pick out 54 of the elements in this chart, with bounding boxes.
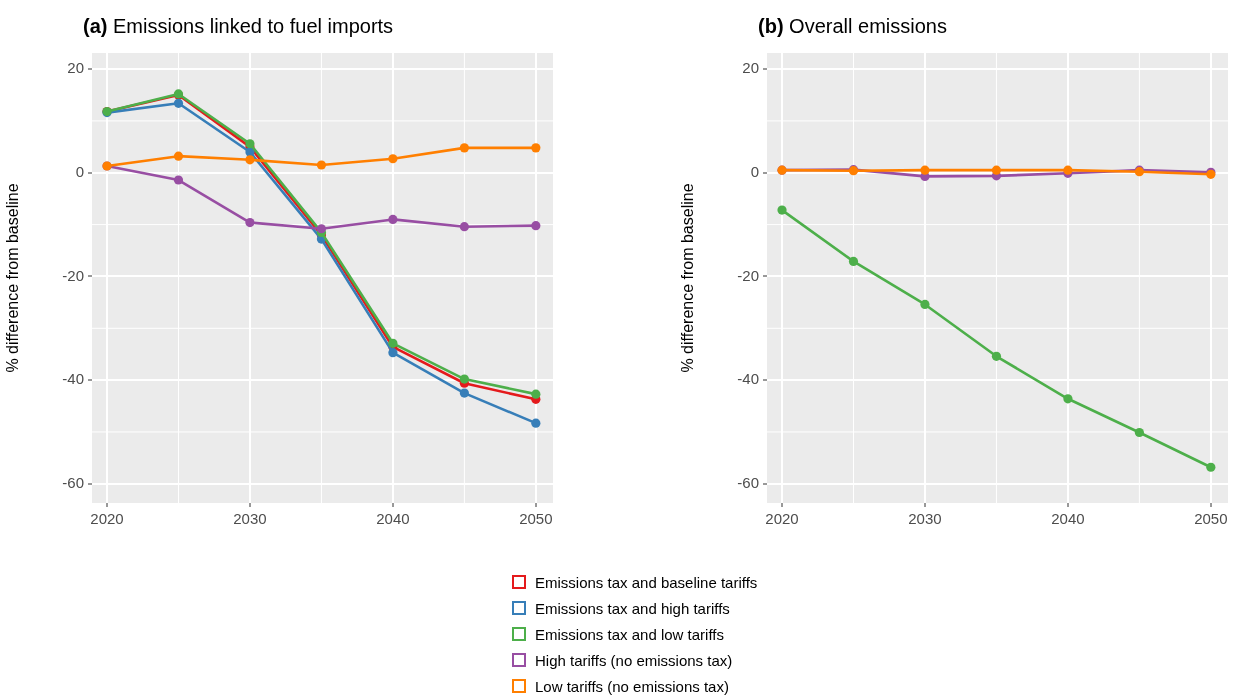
y-tick-label: -20 xyxy=(62,266,84,284)
legend-label: Low tariffs (no emissions tax) xyxy=(535,677,729,695)
x-tick-label: 2020 xyxy=(90,510,124,528)
y-tick-label: -40 xyxy=(737,370,759,388)
y-tick-label: 20 xyxy=(67,59,84,77)
point xyxy=(173,175,184,185)
point xyxy=(531,221,541,231)
x-tick-label: 2040 xyxy=(1051,510,1085,528)
point xyxy=(1063,394,1073,404)
point xyxy=(1134,427,1144,438)
point xyxy=(388,214,398,225)
point xyxy=(1206,462,1216,472)
y-axis-title: % difference from baseline xyxy=(679,183,697,373)
legend-label: Emissions tax and high tariffs xyxy=(535,599,730,617)
point xyxy=(531,389,541,399)
legend-label: High tariffs (no emissions tax) xyxy=(535,651,733,669)
y-tick-label: -60 xyxy=(737,473,759,491)
point xyxy=(920,165,930,175)
y-tick-label: 0 xyxy=(750,162,759,180)
y-tick-label: -20 xyxy=(737,266,759,284)
point xyxy=(388,348,398,358)
point xyxy=(245,155,255,165)
point xyxy=(459,222,469,232)
point xyxy=(459,388,469,398)
point xyxy=(316,160,327,170)
point xyxy=(920,299,930,310)
chart-title: (a) Emissions linked to fuel imports xyxy=(83,14,394,38)
point xyxy=(991,351,1002,361)
point xyxy=(531,418,541,428)
y-tick-label: 20 xyxy=(742,59,759,77)
point xyxy=(388,154,398,164)
x-tick-label: 2020 xyxy=(765,510,799,528)
point xyxy=(777,205,787,215)
y-tick-label: 0 xyxy=(75,162,84,180)
x-tick-label: 2030 xyxy=(233,510,267,528)
point xyxy=(848,256,859,267)
point xyxy=(459,143,469,153)
point xyxy=(991,165,1002,175)
point xyxy=(245,217,255,228)
chart-title: (b) Overall emissions xyxy=(758,14,947,38)
point xyxy=(173,151,184,161)
y-tick-label: -40 xyxy=(62,370,84,388)
y-tick-label: -60 xyxy=(62,473,84,491)
x-tick-label: 2040 xyxy=(376,510,410,528)
point xyxy=(531,143,541,153)
legend-label: Emissions tax and low tariffs xyxy=(535,625,724,643)
point xyxy=(459,374,469,384)
x-tick-label: 2030 xyxy=(908,510,942,528)
x-tick-label: 2050 xyxy=(519,510,553,528)
point xyxy=(388,338,398,348)
x-tick-label: 2050 xyxy=(1194,510,1228,528)
point xyxy=(173,98,184,108)
y-axis-title: % difference from baseline xyxy=(4,183,22,373)
legend-label: Emissions tax and baseline tariffs xyxy=(535,573,758,591)
